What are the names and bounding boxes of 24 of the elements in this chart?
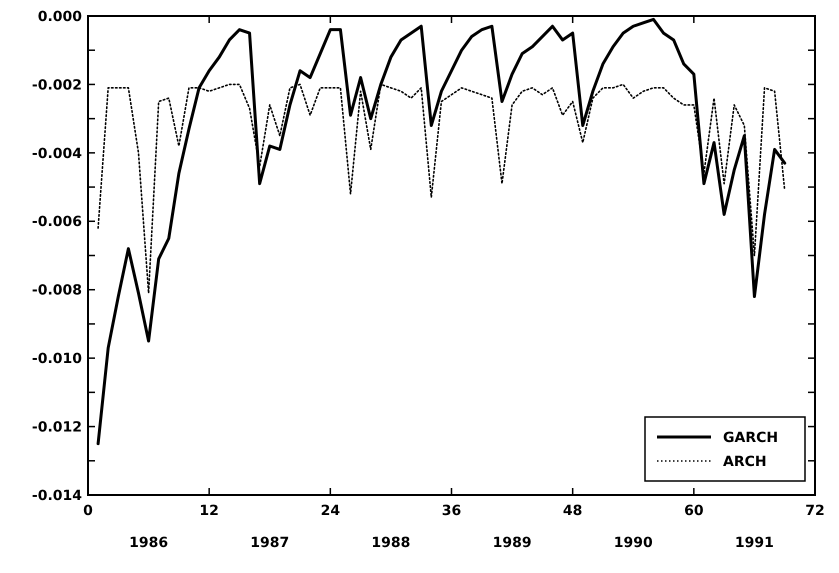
line-series — [96, 18, 786, 446]
y-tick-label: -0.010 — [32, 351, 82, 368]
y-tick-label: -0.008 — [32, 282, 82, 299]
y-tick-label: -0.012 — [32, 419, 82, 436]
legend-label: GARCH — [723, 430, 778, 446]
x-tick-label: 48 — [562, 503, 582, 519]
text: 1988 — [371, 535, 410, 551]
text: 1990 — [614, 535, 653, 551]
text: 1991 — [734, 535, 774, 551]
text: 1989 — [492, 535, 532, 551]
y-tick-label: -0.014 — [32, 488, 82, 504]
text: 1986 — [129, 535, 168, 551]
text: 1987 — [250, 535, 290, 551]
legend-label: ARCH — [723, 454, 767, 470]
x-tick-label: 72 — [805, 503, 825, 519]
y-tick-label: -0.004 — [32, 146, 82, 162]
y-tick-label: -0.002 — [32, 77, 82, 94]
x-tick-label: 0 — [83, 503, 94, 519]
y-tick-label: -0.006 — [32, 214, 82, 230]
x-tick-label: 12 — [199, 503, 219, 519]
x-tick-label: 36 — [442, 503, 462, 519]
x-tick-label: 60 — [684, 503, 704, 519]
x-tick-label: 24 — [320, 503, 340, 519]
y-tick-label: 0.000 — [38, 8, 82, 25]
